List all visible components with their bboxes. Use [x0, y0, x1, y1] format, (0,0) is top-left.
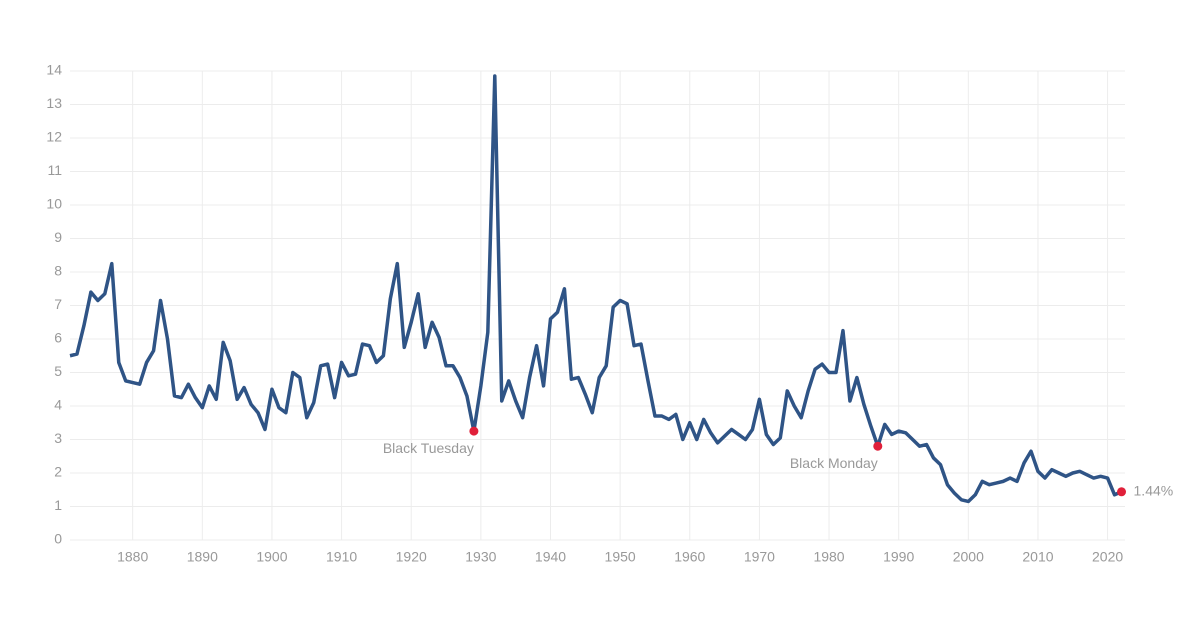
y-tick-label: 0: [54, 531, 62, 547]
y-tick-label: 2: [54, 464, 62, 480]
annotation-label: Black Tuesday: [383, 440, 474, 456]
x-tick-label: 1920: [396, 549, 427, 565]
y-tick-label: 9: [54, 229, 62, 245]
y-tick-label: 13: [46, 95, 62, 111]
x-tick-label: 1910: [326, 549, 357, 565]
annotation-dot: [873, 441, 883, 451]
x-tick-label: 1980: [813, 549, 844, 565]
x-tick-label: 2020: [1092, 549, 1123, 565]
annotation-dot: [1117, 487, 1127, 497]
y-tick-label: 4: [54, 397, 62, 413]
x-tick-label: 1890: [187, 549, 218, 565]
x-tick-label: 1900: [256, 549, 287, 565]
annotation-label: Black Monday: [790, 455, 878, 471]
y-tick-label: 12: [46, 129, 62, 145]
x-tick-label: 1940: [535, 549, 566, 565]
x-tick-label: 1880: [117, 549, 148, 565]
line: [69, 74, 1123, 504]
annotation-dot: [469, 426, 479, 436]
x-tick-label: 2000: [953, 549, 984, 565]
y-tick-label: 7: [54, 296, 62, 312]
y-tick-label: 10: [46, 196, 62, 212]
y-tick-label: 3: [54, 430, 62, 446]
y-tick-label: 6: [54, 330, 62, 346]
annotation-label: 1.44%: [1134, 482, 1174, 498]
x-tick-label: 1970: [744, 549, 775, 565]
y-tick-label: 5: [54, 363, 62, 379]
y-tick-label: 1: [54, 497, 62, 513]
y-tick-label: 8: [54, 263, 62, 279]
x-tick-label: 1950: [605, 549, 636, 565]
x-tick-label: 1930: [465, 549, 496, 565]
x-tick-label: 2010: [1022, 549, 1053, 565]
x-tick-label: 1960: [674, 549, 705, 565]
x-tick-label: 1990: [883, 549, 914, 565]
y-tick-label: 14: [46, 62, 62, 78]
y-tick-label: 11: [47, 162, 62, 178]
